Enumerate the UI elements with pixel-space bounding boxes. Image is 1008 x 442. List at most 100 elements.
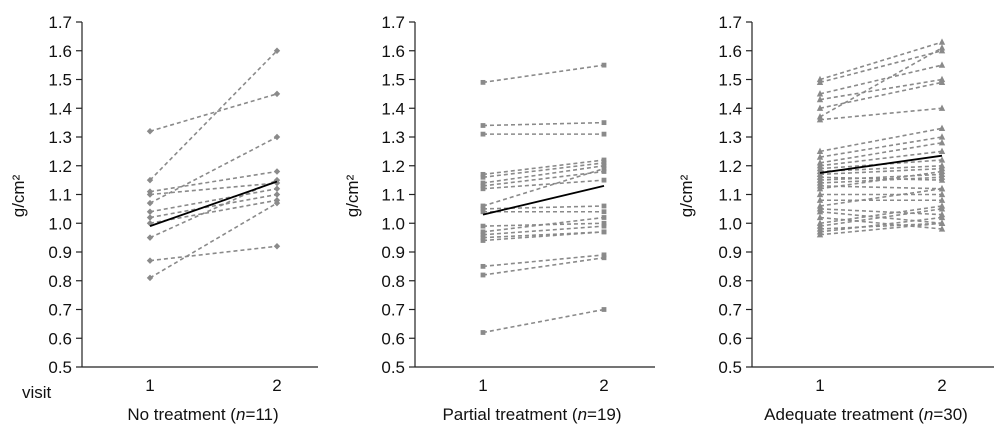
data-point <box>146 274 154 282</box>
series-subject-30 <box>816 219 946 238</box>
series-subject-20 <box>816 190 946 198</box>
series-line <box>819 208 943 227</box>
series-line <box>819 208 943 216</box>
y-tick-label: 0.7 <box>48 301 72 320</box>
data-point <box>146 176 154 184</box>
y-tick-label: 1.3 <box>48 128 72 147</box>
series-line <box>819 173 943 181</box>
series-subject-2 <box>146 47 281 184</box>
data-point <box>938 38 946 45</box>
data-point <box>938 124 946 131</box>
y-tick-label: 1.1 <box>718 186 742 205</box>
data-point <box>816 90 824 97</box>
series-line <box>819 167 943 176</box>
y-tick-label: 0.8 <box>718 272 742 291</box>
data-point <box>480 79 486 85</box>
data-point <box>273 90 281 98</box>
data-point <box>146 220 154 227</box>
data-point <box>816 207 824 215</box>
x-tick-label: 2 <box>599 376 608 395</box>
data-point <box>816 196 824 203</box>
data-point <box>146 257 154 264</box>
data-point <box>601 229 607 235</box>
data-point <box>480 186 486 192</box>
y-tick-label: 0.7 <box>718 301 742 320</box>
y-tick-label: 1.5 <box>381 71 405 90</box>
series-line <box>482 256 605 276</box>
series-subject-19 <box>816 167 946 192</box>
mean-line <box>819 154 943 174</box>
data-point <box>938 173 946 180</box>
data-point <box>816 78 824 85</box>
series-line <box>482 308 605 334</box>
y-tick-label: 0.9 <box>381 243 405 262</box>
series-subject-3 <box>146 168 281 195</box>
series-subject-16 <box>480 229 607 243</box>
y-tick-label: 0.6 <box>48 329 72 348</box>
data-point <box>273 168 281 175</box>
series-subject-16 <box>816 170 946 183</box>
series-line <box>819 159 943 170</box>
x-axis-label: Adequate treatment (n=30) <box>764 405 968 424</box>
y-tick-label: 0.8 <box>381 272 405 291</box>
series-line <box>819 64 943 95</box>
series-line <box>149 193 278 219</box>
x-tick-label: 1 <box>145 376 154 395</box>
y-tick-label: 1.2 <box>718 157 742 176</box>
panel-partial-treatment: 0.50.60.70.80.91.01.11.21.31.41.51.61.7 … <box>343 13 655 424</box>
y-tick-label: 0.5 <box>718 358 742 377</box>
data-point <box>816 190 824 198</box>
data-point <box>938 184 946 192</box>
series-line <box>819 210 943 225</box>
series-subject-5 <box>146 133 281 207</box>
y-tick-label: 1.2 <box>48 157 72 176</box>
series-line <box>819 205 943 225</box>
series-subject-13 <box>480 215 607 235</box>
series-subject-11 <box>480 209 607 215</box>
data-point <box>816 95 824 103</box>
x-tick-label: 2 <box>272 376 281 395</box>
y-tick-label: 1.4 <box>718 99 742 118</box>
series-subject-8 <box>816 124 946 154</box>
series-line <box>819 81 943 110</box>
y-tick-label: 1.1 <box>381 186 405 205</box>
series-subject-2 <box>816 46 946 85</box>
data-point <box>601 177 607 183</box>
y-axis-label: g/cm² <box>677 174 696 217</box>
series-subject-3 <box>816 61 946 97</box>
series-line <box>149 245 278 262</box>
series-subject-21 <box>816 196 946 203</box>
series-line <box>482 162 605 179</box>
series-subject-1 <box>480 62 607 85</box>
y-tick-label: 1.0 <box>381 214 405 233</box>
data-point <box>480 174 486 180</box>
data-point <box>816 147 824 154</box>
y-tick-label: 1.2 <box>381 157 405 176</box>
data-point <box>938 167 946 175</box>
data-point <box>273 191 281 198</box>
series-line <box>819 222 943 230</box>
data-point <box>273 176 281 184</box>
series-line <box>819 176 943 181</box>
data-point <box>146 234 154 241</box>
data-point <box>146 208 154 215</box>
y-tick-label: 1.4 <box>381 99 405 118</box>
series-line <box>819 41 943 81</box>
series-subject-3 <box>480 131 607 137</box>
data-point <box>480 223 486 229</box>
series-line <box>482 231 605 242</box>
series-line <box>149 170 278 193</box>
series-line <box>149 187 278 213</box>
series-line <box>149 50 278 181</box>
y-tick-label: 1.7 <box>718 13 742 32</box>
series-subject-4 <box>816 75 946 103</box>
data-point <box>480 330 486 335</box>
series-line <box>819 222 943 236</box>
y-tick-label: 1.3 <box>381 128 405 147</box>
series-subject-10 <box>146 243 281 264</box>
series-line <box>819 187 943 207</box>
series-line <box>482 179 605 190</box>
data-point <box>601 209 607 215</box>
y-tick-label: 0.8 <box>48 272 72 291</box>
